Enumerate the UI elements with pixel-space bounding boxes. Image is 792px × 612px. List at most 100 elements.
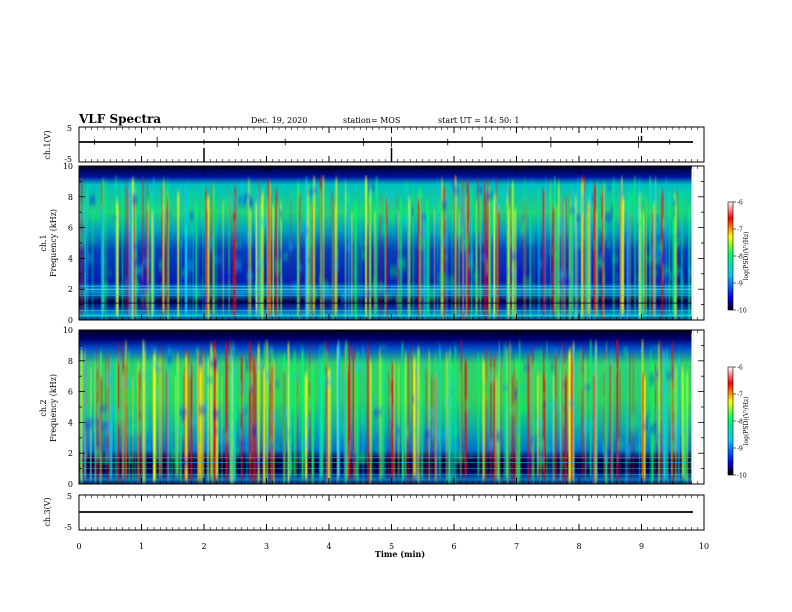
spectral-streak <box>678 355 680 483</box>
spectral-patch <box>424 429 431 440</box>
spectral-patch <box>663 373 668 380</box>
spectral-patch <box>489 372 498 380</box>
spectral-patch <box>436 380 440 383</box>
spectral-patch <box>667 396 671 407</box>
spectral-streak <box>263 189 264 316</box>
spectral-streak <box>596 375 598 481</box>
spectral-patch <box>558 392 564 404</box>
spectral-patch <box>244 193 251 199</box>
spectral-patch <box>248 195 253 208</box>
spectral-streak <box>538 189 541 320</box>
spectral-streak <box>493 194 496 317</box>
spectral-streak <box>500 360 502 484</box>
spectral-patch <box>656 215 659 222</box>
spectral-patch <box>308 401 314 407</box>
spectral-streak <box>565 372 567 482</box>
spectral-streak <box>234 186 237 314</box>
spectral-streak <box>319 364 321 483</box>
spectral-streak <box>454 345 457 484</box>
spectral-patch <box>195 348 200 354</box>
spectral-streak <box>413 359 416 477</box>
spectral-patch <box>132 213 140 217</box>
spectral-patch <box>155 390 159 395</box>
spectral-streak <box>336 345 338 481</box>
spectral-streak <box>87 182 88 315</box>
spectral-patch <box>591 421 594 427</box>
spectral-patch <box>353 213 361 218</box>
spectral-patch <box>84 265 89 271</box>
spectral-streak <box>167 193 170 320</box>
spectral-patch <box>514 388 517 400</box>
spectral-streak <box>480 199 482 313</box>
spectral-streak <box>619 371 621 479</box>
spectral-patch <box>444 429 453 433</box>
spectral-patch <box>551 276 554 279</box>
spectral-streak <box>122 187 123 313</box>
spectral-streak <box>428 350 430 482</box>
spectral-patch <box>411 206 414 217</box>
spectral-streak <box>162 179 165 314</box>
spectral-streak <box>335 178 338 314</box>
spectral-streak <box>373 212 376 314</box>
spectral-patch <box>576 437 580 442</box>
spectral-streak <box>527 354 529 483</box>
spectral-patch <box>485 261 488 273</box>
spectral-patch <box>162 194 170 206</box>
spectral-patch <box>460 216 464 226</box>
spectral-patch <box>417 400 422 412</box>
frequency-tick-label: 8 <box>68 357 73 366</box>
spectral-patch <box>264 446 267 459</box>
spectral-patch <box>560 273 568 276</box>
spectral-streak <box>350 212 353 316</box>
spectral-patch <box>94 450 102 460</box>
spectral-patch <box>214 389 222 401</box>
spectral-patch <box>87 253 92 264</box>
spectral-patch <box>152 451 161 461</box>
spectral-streak <box>385 196 388 319</box>
spectral-streak <box>622 196 625 315</box>
spectral-patch <box>274 261 281 273</box>
spectral-patch <box>623 232 628 237</box>
ch2-narrowband-lines <box>79 330 694 484</box>
spectral-patch <box>558 294 563 299</box>
spectral-patch <box>207 238 214 250</box>
spectral-patch <box>555 252 558 259</box>
ch3-waveform-panel: 5 -5 ch.3(V) <box>43 492 705 532</box>
spectral-patch <box>144 421 149 432</box>
spectral-streak <box>568 213 570 320</box>
spectral-streak <box>649 176 651 314</box>
spectral-streak <box>428 211 430 319</box>
spectral-patch <box>482 447 486 451</box>
spectral-patch <box>436 262 440 274</box>
spectral-patch <box>213 256 222 263</box>
spectral-patch <box>528 236 534 244</box>
spectral-streak <box>606 355 608 484</box>
spectral-streak <box>102 180 105 315</box>
spectral-patch <box>324 377 332 387</box>
spectral-patch <box>373 409 381 417</box>
spectral-streak <box>288 358 291 480</box>
spectral-streak <box>485 194 487 313</box>
spectral-patch <box>198 405 207 416</box>
spectral-patch <box>220 354 225 358</box>
spectral-patch <box>598 367 605 372</box>
spectral-streak <box>270 191 272 317</box>
spectral-streak <box>328 368 331 483</box>
spectral-streak <box>433 210 436 318</box>
spectral-patch <box>362 291 371 299</box>
spectral-streak <box>650 348 652 481</box>
spectral-patch <box>396 213 401 217</box>
spectral-patch <box>269 445 275 450</box>
spectral-streak <box>135 185 137 319</box>
spectral-streak <box>630 195 631 313</box>
spectral-patch <box>449 364 456 375</box>
spectral-streak <box>185 185 188 316</box>
spectral-patch <box>574 241 581 248</box>
spectral-patch <box>181 425 186 437</box>
spectral-patch <box>129 411 135 416</box>
spectral-patch <box>398 257 407 270</box>
spectral-patch <box>591 192 594 202</box>
spectral-streak <box>643 212 645 314</box>
spectral-patch <box>536 457 545 462</box>
spectral-patch <box>509 408 517 413</box>
